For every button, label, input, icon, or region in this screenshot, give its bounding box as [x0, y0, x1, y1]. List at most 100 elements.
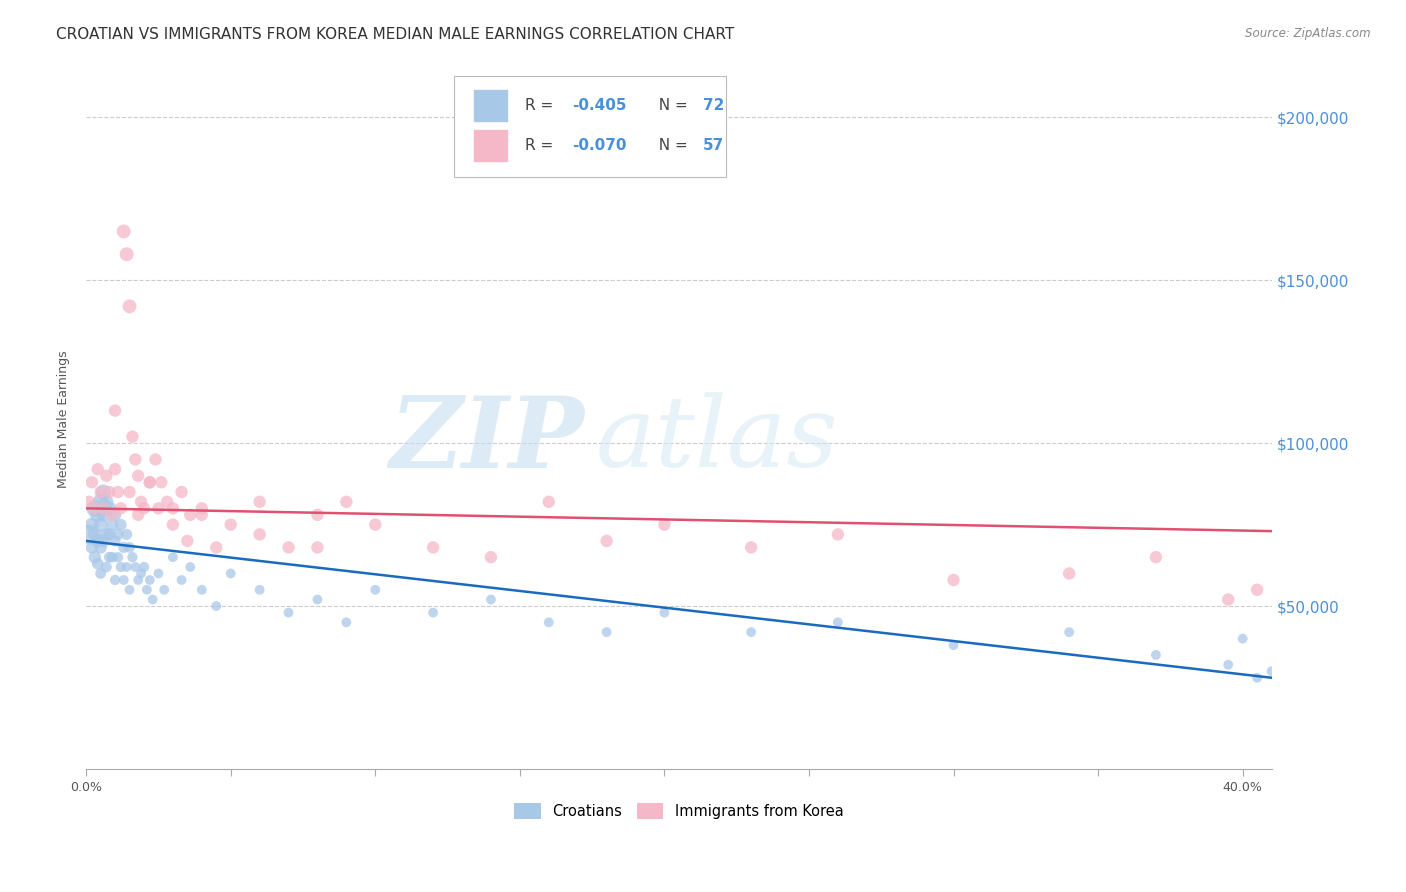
Point [90, 495, 112, 509]
Point [942, 638, 965, 652]
Point [162, 550, 184, 565]
Point [90, 541, 112, 555]
Point [110, 517, 132, 532]
Point [112, 541, 135, 555]
Point [249, 527, 271, 541]
Point [827, 615, 849, 630]
Point [83, 527, 105, 541]
Point [104, 533, 127, 548]
Point [104, 403, 127, 417]
Point [107, 485, 129, 500]
Point [110, 501, 132, 516]
Point [654, 517, 676, 532]
Point [80, 541, 103, 555]
Point [1246, 582, 1268, 597]
Point [135, 582, 157, 597]
FancyBboxPatch shape [454, 76, 727, 178]
Point [1260, 664, 1282, 678]
Point [740, 625, 762, 640]
Point [219, 566, 242, 581]
Text: -0.405: -0.405 [572, 98, 627, 113]
Point [1144, 550, 1167, 565]
Point [942, 573, 965, 587]
Point [654, 606, 676, 620]
Point [87, 533, 110, 548]
Point [179, 560, 201, 574]
Point [101, 517, 124, 532]
Point [83, 501, 105, 516]
Point [115, 560, 138, 574]
Point [80, 517, 103, 532]
Point [1232, 632, 1254, 646]
Point [104, 462, 127, 476]
Point [118, 582, 141, 597]
Point [129, 495, 152, 509]
Point [479, 550, 502, 565]
Point [124, 560, 146, 574]
Text: CROATIAN VS IMMIGRANTS FROM KOREA MEDIAN MALE EARNINGS CORRELATION CHART: CROATIAN VS IMMIGRANTS FROM KOREA MEDIAN… [56, 27, 734, 42]
Point [595, 625, 617, 640]
Point [537, 495, 560, 509]
Point [90, 566, 112, 581]
Point [77, 495, 100, 509]
Point [156, 495, 179, 509]
Point [307, 508, 329, 522]
Point [335, 615, 357, 630]
Legend: Croatians, Immigrants from Korea: Croatians, Immigrants from Korea [509, 797, 849, 825]
Point [90, 517, 112, 532]
Point [96, 495, 118, 509]
Point [127, 468, 149, 483]
Point [96, 527, 118, 541]
Point [827, 527, 849, 541]
Point [205, 541, 228, 555]
Point [93, 485, 115, 500]
Point [1246, 671, 1268, 685]
Point [127, 508, 149, 522]
Point [93, 508, 115, 522]
Point [422, 541, 444, 555]
Point [115, 527, 138, 541]
Point [170, 485, 193, 500]
Point [364, 517, 387, 532]
Point [191, 508, 214, 522]
Point [118, 541, 141, 555]
Point [118, 485, 141, 500]
Point [90, 485, 112, 500]
Text: 57: 57 [703, 138, 724, 153]
Bar [474, 90, 508, 121]
Text: Source: ZipAtlas.com: Source: ZipAtlas.com [1246, 27, 1371, 40]
Y-axis label: Median Male Earnings: Median Male Earnings [58, 350, 70, 488]
Point [107, 527, 129, 541]
Point [142, 592, 165, 607]
Point [132, 560, 155, 574]
Point [162, 501, 184, 516]
Point [127, 573, 149, 587]
Point [139, 573, 162, 587]
Point [277, 541, 299, 555]
Point [104, 573, 127, 587]
Point [307, 592, 329, 607]
Point [162, 517, 184, 532]
Point [191, 582, 214, 597]
Point [191, 501, 214, 516]
Point [249, 582, 271, 597]
Point [101, 508, 124, 522]
Point [107, 550, 129, 565]
Point [93, 533, 115, 548]
Point [1218, 657, 1240, 672]
Point [83, 501, 105, 516]
Point [139, 475, 162, 490]
Point [112, 573, 135, 587]
Point [139, 475, 162, 490]
Point [1057, 566, 1080, 581]
Point [1144, 648, 1167, 662]
Point [179, 508, 201, 522]
Point [121, 550, 143, 565]
Point [479, 592, 502, 607]
Point [740, 541, 762, 555]
Point [249, 495, 271, 509]
Point [153, 582, 176, 597]
Point [98, 485, 121, 500]
Point [307, 541, 329, 555]
Point [101, 550, 124, 565]
